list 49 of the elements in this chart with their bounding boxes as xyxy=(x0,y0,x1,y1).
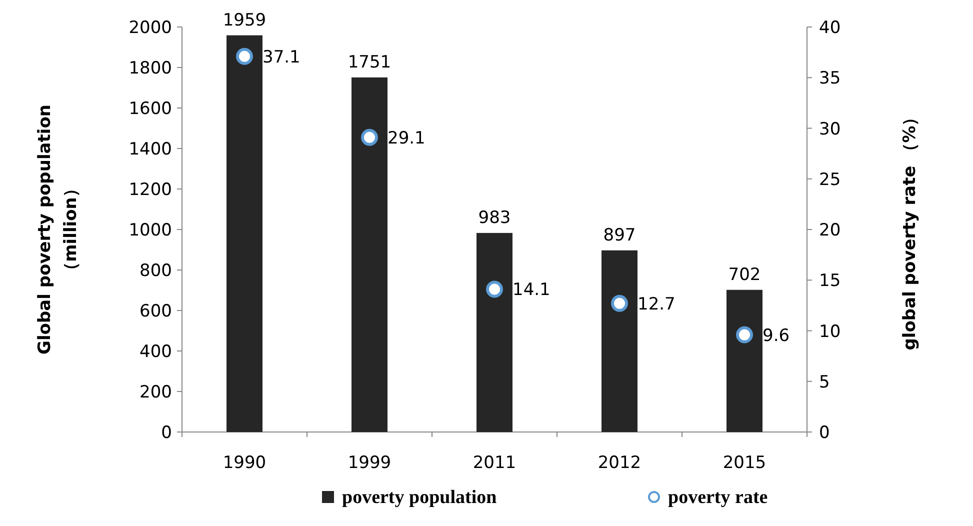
y-tick-label: 1000 xyxy=(128,220,172,240)
y2-tick-label: 30 xyxy=(819,119,841,140)
point xyxy=(611,294,628,312)
data-label: 14.1 xyxy=(512,280,550,300)
y-tick-label: 600 xyxy=(140,302,172,322)
y2-tick-label: 5 xyxy=(819,372,830,392)
bar xyxy=(726,290,762,432)
y2-tick-label: 15 xyxy=(819,271,841,292)
y2-tick-label: 25 xyxy=(819,170,841,190)
point xyxy=(736,326,753,344)
y-tick-label: 0 xyxy=(161,423,172,443)
x-tick-label: 2015 xyxy=(722,453,766,473)
y2-tick-label: 40 xyxy=(819,18,841,38)
point xyxy=(486,280,503,298)
y-tick-label: 1800 xyxy=(128,58,172,78)
y-tick-label: 1200 xyxy=(128,180,172,200)
y-tick-label: 400 xyxy=(140,342,172,362)
data-label: 12.7 xyxy=(638,294,676,314)
y2-tick-label: 10 xyxy=(819,322,841,342)
bar xyxy=(226,35,262,432)
y2-tick-label: 35 xyxy=(819,68,841,89)
data-label: 702 xyxy=(728,264,761,285)
bar xyxy=(476,232,512,432)
y-tick-label: 1400 xyxy=(128,140,172,160)
point xyxy=(361,128,378,146)
y2-tick-label: 0 xyxy=(819,423,830,443)
data-label: 983 xyxy=(478,208,511,228)
data-label: 29.1 xyxy=(388,128,426,148)
legend-label: poverty population xyxy=(342,487,498,508)
y2-axis-title: global poverty rate （%） xyxy=(900,108,920,350)
y2-tick-label: 20 xyxy=(819,220,841,240)
data-label: 9.6 xyxy=(762,326,790,346)
y-tick-label: 2000 xyxy=(128,18,172,38)
data-label: 37.1 xyxy=(262,47,300,68)
bar xyxy=(602,250,638,432)
data-label: 897 xyxy=(603,225,636,246)
x-tick-label: 2011 xyxy=(472,453,516,473)
data-label: 1751 xyxy=(348,52,392,72)
y-axis-title: Global poverty population （million） xyxy=(35,104,81,354)
point xyxy=(236,48,253,65)
y-tick-label: 200 xyxy=(140,382,172,402)
x-tick-label: 1999 xyxy=(348,453,392,473)
data-label: 1959 xyxy=(222,10,266,30)
bar xyxy=(352,77,388,432)
x-tick-label: 1990 xyxy=(222,453,266,473)
legend-label: poverty rate xyxy=(668,487,768,508)
x-tick-label: 2012 xyxy=(598,453,642,473)
y-tick-label: 1600 xyxy=(128,99,172,119)
y-tick-label: 800 xyxy=(140,261,172,281)
